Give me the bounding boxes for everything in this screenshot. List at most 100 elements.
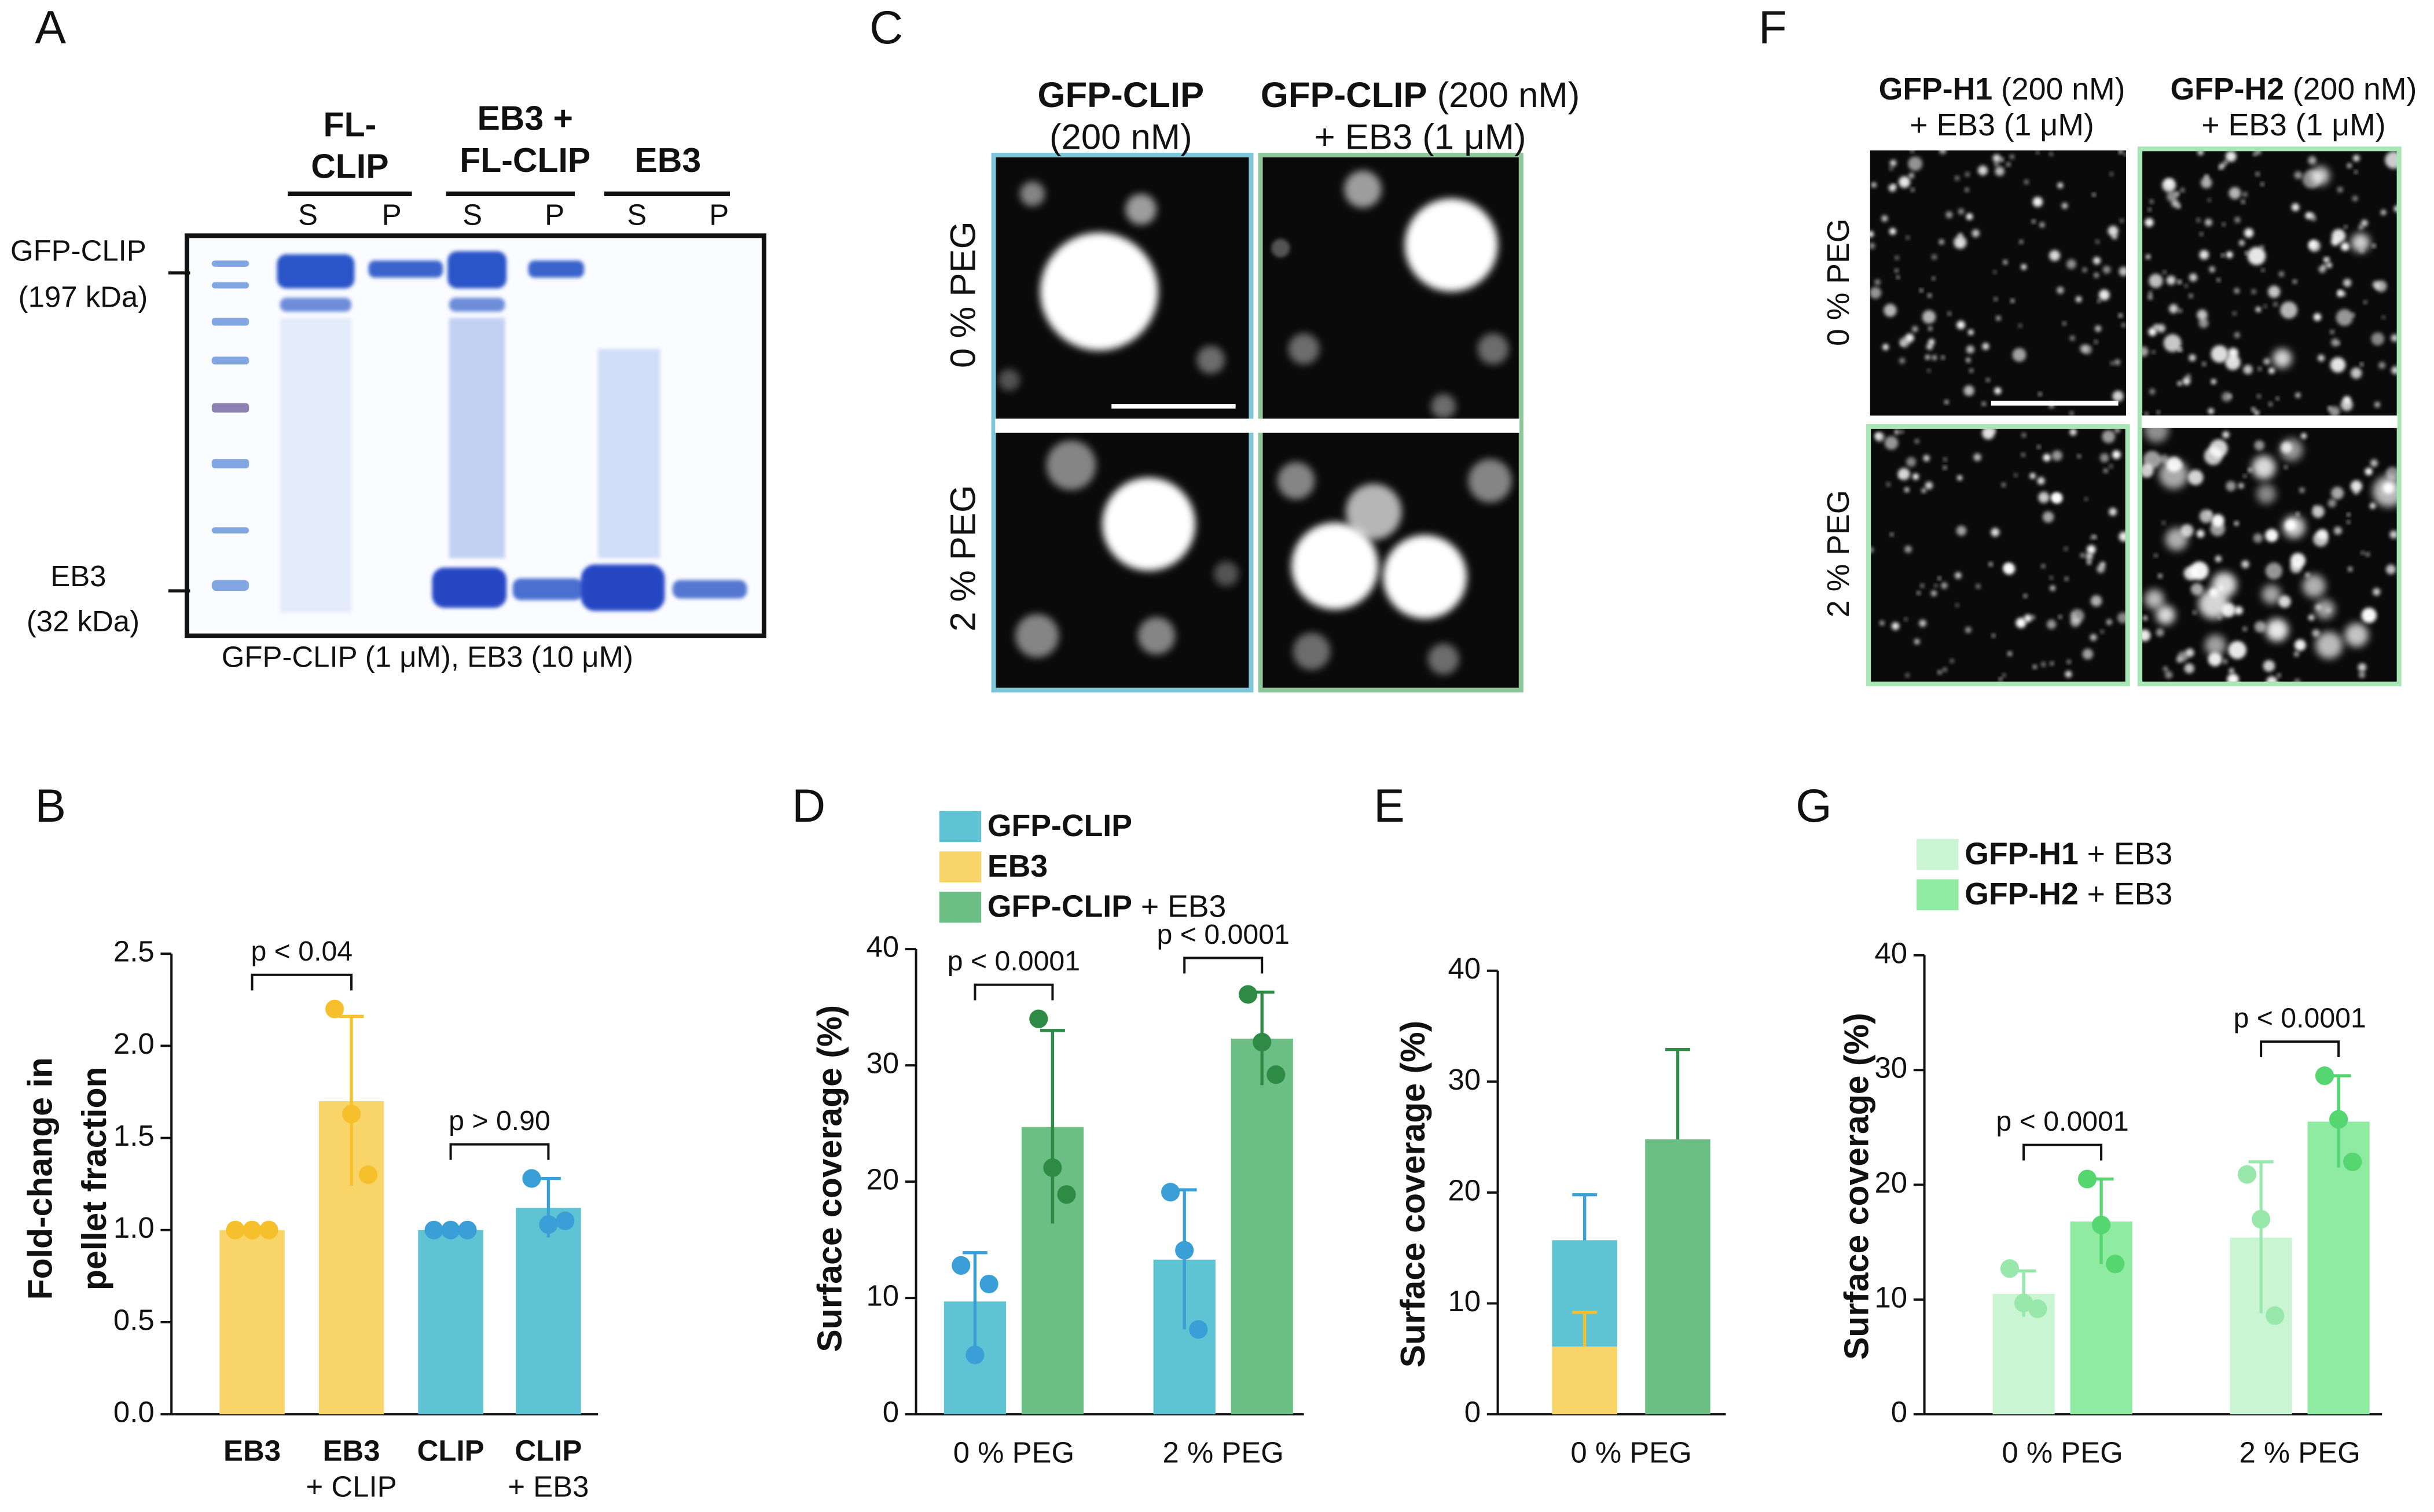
legend-label: EB3	[987, 849, 1048, 884]
y-axis-title: Surface coverage (%)	[1394, 1021, 1432, 1368]
y-tick-label: 40	[866, 930, 899, 963]
droplet	[1943, 458, 1947, 461]
droplet	[1992, 634, 1995, 638]
droplet	[2077, 454, 2081, 458]
droplet	[1899, 337, 1910, 348]
y-tick-label: 30	[1448, 1063, 1481, 1096]
y-tick-label: 40	[1874, 936, 1907, 969]
droplet	[2109, 507, 2117, 516]
droplet	[2064, 547, 2068, 551]
droplet	[1932, 277, 1936, 281]
data-point	[1266, 1065, 1286, 1084]
droplet	[2080, 344, 2088, 353]
droplet	[1921, 488, 1926, 493]
significance-label: p < 0.0001	[1157, 919, 1290, 950]
droplet	[998, 369, 1020, 391]
x-tick-label: 2 % PEG	[2239, 1436, 2360, 1469]
droplet	[2374, 402, 2380, 408]
droplet	[2360, 551, 2365, 555]
x-tick-label: 0 % PEG	[1570, 1436, 1691, 1469]
droplet	[1875, 432, 1885, 442]
droplet	[1996, 315, 2001, 321]
droplet	[2294, 678, 2301, 683]
droplet	[1291, 523, 1379, 610]
droplet	[2037, 445, 2040, 449]
droplet	[1955, 175, 1960, 181]
droplet	[2109, 464, 2113, 469]
data-point	[2237, 1165, 2257, 1184]
droplet	[2350, 480, 2362, 492]
significance-bracket	[974, 983, 1054, 1000]
droplet	[2337, 186, 2343, 193]
droplet	[2040, 661, 2046, 667]
droplet	[2042, 511, 2054, 523]
droplet	[2094, 340, 2098, 344]
droplet	[2265, 528, 2278, 542]
droplet	[2332, 229, 2346, 243]
legend-swatch	[939, 811, 982, 843]
droplet	[2010, 154, 2014, 159]
droplet	[2038, 392, 2042, 396]
legend-swatch	[939, 892, 982, 923]
droplet	[2177, 347, 2181, 351]
droplet	[2208, 408, 2214, 414]
droplet	[2189, 293, 2193, 298]
droplet	[2050, 661, 2054, 665]
droplet	[1927, 369, 1931, 373]
droplet	[2255, 307, 2261, 312]
droplet	[2266, 676, 2278, 683]
droplet	[2099, 453, 2109, 463]
droplet	[2156, 628, 2164, 637]
droplet	[2277, 674, 2281, 678]
lane-header: CLIP	[311, 148, 388, 186]
droplet	[2312, 629, 2320, 637]
droplet	[2209, 266, 2215, 273]
droplet	[2032, 219, 2036, 223]
droplet	[2343, 278, 2352, 287]
droplet	[2242, 192, 2248, 197]
droplet	[2244, 228, 2254, 238]
droplet	[2382, 315, 2385, 319]
droplet	[2369, 503, 2376, 509]
droplet	[2024, 614, 2032, 623]
droplet	[2156, 605, 2175, 625]
droplet	[2313, 505, 2317, 509]
droplet	[2021, 264, 2027, 270]
droplet	[1196, 345, 1225, 374]
droplet	[1950, 658, 1954, 663]
column-header: GFP-H1 (200 nM)	[1879, 72, 2125, 106]
droplet	[1925, 355, 1930, 360]
gel-caption: GFP-CLIP (1 μM), EB3 (10 μM)	[222, 640, 633, 673]
condensates	[1277, 459, 1512, 675]
droplet	[1870, 286, 1882, 299]
bar-segment	[1645, 1139, 1710, 1415]
y-tick-label: 0	[1891, 1396, 1907, 1429]
droplet	[1937, 670, 1942, 675]
y-tick-label: 20	[1874, 1166, 1907, 1199]
droplet	[2311, 166, 2330, 185]
droplet	[2002, 674, 2006, 678]
droplet	[2330, 357, 2346, 373]
droplet	[2273, 348, 2292, 368]
column-header: GFP-CLIP (200 nM)	[1261, 75, 1580, 115]
droplet	[1137, 617, 1176, 654]
droplet	[2305, 572, 2310, 577]
droplet	[2317, 529, 2328, 540]
droplet	[2252, 455, 2276, 480]
droplet	[1894, 429, 1900, 435]
droplet	[1928, 293, 1932, 297]
droplet	[1923, 455, 1930, 462]
droplet	[2033, 665, 2037, 669]
droplet	[2049, 250, 2061, 262]
droplet	[2177, 279, 2182, 284]
droplet	[2385, 564, 2396, 575]
data-point	[952, 1256, 971, 1275]
droplet	[2341, 242, 2349, 251]
droplet	[2065, 577, 2069, 581]
droplet	[2234, 332, 2240, 339]
droplet	[1906, 457, 1917, 467]
y-tick-label: 0	[883, 1396, 899, 1429]
droplet	[2294, 171, 2303, 179]
droplet	[2051, 450, 2062, 461]
droplet	[1912, 326, 1918, 333]
